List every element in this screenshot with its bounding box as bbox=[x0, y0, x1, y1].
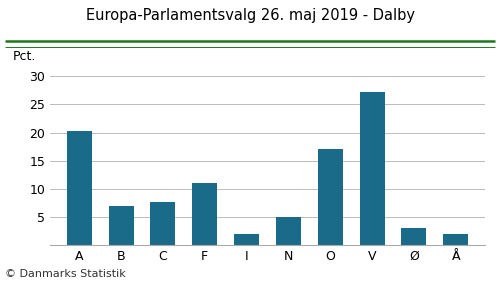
Bar bbox=[318, 149, 343, 245]
Text: Pct.: Pct. bbox=[13, 50, 36, 63]
Bar bbox=[192, 183, 218, 245]
Bar bbox=[360, 92, 384, 245]
Text: © Danmarks Statistik: © Danmarks Statistik bbox=[5, 269, 126, 279]
Text: Europa-Parlamentsvalg 26. maj 2019 - Dalby: Europa-Parlamentsvalg 26. maj 2019 - Dal… bbox=[86, 8, 414, 23]
Bar bbox=[150, 202, 176, 245]
Bar bbox=[402, 228, 426, 245]
Bar bbox=[276, 217, 301, 245]
Bar bbox=[66, 131, 92, 245]
Bar bbox=[108, 206, 134, 245]
Bar bbox=[234, 234, 259, 245]
Bar bbox=[443, 234, 468, 245]
